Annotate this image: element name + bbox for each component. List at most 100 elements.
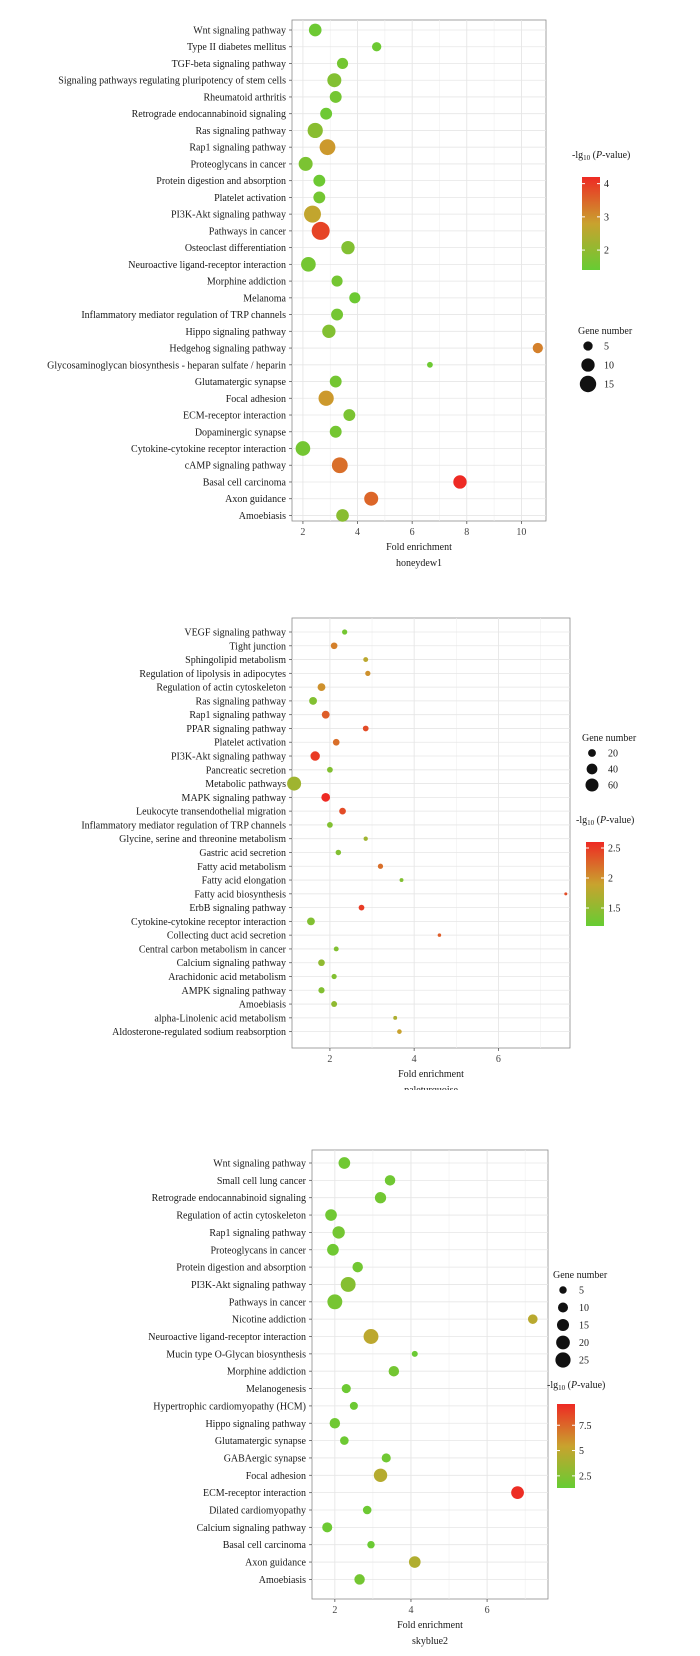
size-legend-title: Gene number bbox=[553, 1270, 608, 1281]
size-legend-label: 10 bbox=[604, 361, 614, 372]
data-point bbox=[304, 205, 321, 223]
category-label: Fatty acid elongation bbox=[202, 876, 286, 887]
data-point bbox=[335, 849, 342, 856]
data-point bbox=[295, 441, 311, 456]
data-point bbox=[367, 1540, 375, 1549]
category-label: Focal adhesion bbox=[226, 394, 286, 405]
category-label: TGF-beta signaling pathway bbox=[172, 59, 286, 70]
category-label: Calcium signaling pathway bbox=[177, 958, 286, 969]
data-point bbox=[399, 878, 404, 882]
color-legend-label: 7.5 bbox=[579, 1421, 592, 1432]
size-legend-key bbox=[585, 778, 599, 792]
color-legend-title: -lg10 (P-value) bbox=[547, 1380, 605, 1392]
category-label: Signaling pathways regulating pluripoten… bbox=[58, 76, 286, 87]
color-legend-label: 2.5 bbox=[579, 1471, 592, 1482]
data-point bbox=[511, 1486, 524, 1500]
data-point bbox=[327, 766, 333, 773]
data-point bbox=[384, 1175, 396, 1186]
category-label: Dilated cardiomyopathy bbox=[209, 1506, 306, 1517]
category-label: Inflammatory mediator regulation of TRP … bbox=[81, 820, 286, 831]
category-label: Hypertrophic cardiomyopathy (HCM) bbox=[153, 1401, 306, 1412]
chart-paleturquoise: VEGF signaling pathway Tight junction Sphi… bbox=[81, 617, 637, 1090]
category-label: Gastric acid secretion bbox=[199, 848, 286, 859]
color-legend: -lg10 (P-value) 2.5 5 7.5 bbox=[547, 1380, 605, 1488]
data-point bbox=[331, 308, 344, 321]
category-label: Rheumatoid arthritis bbox=[204, 92, 287, 103]
plot-area bbox=[291, 617, 571, 1049]
data-point bbox=[532, 342, 543, 354]
category-label: Ras signaling pathway bbox=[195, 126, 286, 137]
data-point bbox=[311, 221, 330, 240]
plot-area bbox=[311, 1149, 549, 1600]
color-legend-label: 2 bbox=[604, 246, 609, 257]
x-axis-title: Fold enrichment bbox=[398, 1069, 464, 1080]
size-legend: Gene number 5 10 15 20 25 bbox=[553, 1270, 608, 1368]
data-point bbox=[354, 1574, 365, 1585]
data-point bbox=[317, 683, 326, 692]
category-label: PI3K-Akt signaling pathway bbox=[171, 752, 286, 763]
size-legend-title: Gene number bbox=[582, 733, 637, 744]
data-point bbox=[349, 1401, 358, 1410]
x-tick-label: 4 bbox=[412, 1054, 417, 1065]
category-label: Cytokine-cytokine receptor interaction bbox=[131, 917, 286, 928]
category-label: Pathways in cancer bbox=[209, 226, 287, 237]
data-point bbox=[330, 642, 338, 650]
data-point bbox=[427, 361, 433, 368]
category-label: Amoebiasis bbox=[239, 1000, 286, 1011]
category-label: Amoebiasis bbox=[239, 511, 286, 522]
module-name: paleturquoise bbox=[404, 1085, 458, 1090]
size-legend-label: 20 bbox=[608, 749, 618, 760]
data-point bbox=[343, 409, 356, 421]
category-label: Osteoclast differentiation bbox=[185, 243, 286, 254]
data-point bbox=[331, 457, 348, 474]
size-legend-label: 15 bbox=[604, 380, 614, 391]
data-point bbox=[339, 807, 346, 815]
category-label: ECM-receptor interaction bbox=[203, 1488, 306, 1499]
size-legend-key bbox=[555, 1352, 571, 1368]
data-point bbox=[340, 1436, 349, 1445]
data-point bbox=[331, 1001, 338, 1008]
data-point bbox=[374, 1192, 387, 1204]
data-point bbox=[365, 670, 371, 676]
data-point bbox=[362, 725, 369, 732]
x-tick-label: 4 bbox=[355, 527, 360, 538]
chart-honeydew1: Wnt signaling pathway Type II diabetes me… bbox=[47, 19, 633, 569]
data-point bbox=[313, 191, 326, 204]
category-label: Mucin type O-Glycan biosynthesis bbox=[166, 1349, 306, 1360]
data-point bbox=[322, 1522, 333, 1533]
category-label: Pathways in cancer bbox=[229, 1297, 307, 1308]
data-point bbox=[341, 1383, 351, 1394]
data-point bbox=[329, 375, 342, 388]
data-point bbox=[332, 1226, 345, 1239]
data-point bbox=[336, 509, 349, 522]
category-label: ECM-receptor interaction bbox=[183, 411, 286, 422]
category-label: Aldosterone-regulated sodium reabsorptio… bbox=[112, 1027, 286, 1038]
category-label: Morphine addiction bbox=[207, 277, 286, 288]
category-label: Calcium signaling pathway bbox=[197, 1523, 306, 1534]
data-point bbox=[325, 1209, 337, 1221]
chart-skyblue2: Wnt signaling pathway Small cell lung can… bbox=[148, 1149, 608, 1647]
data-point bbox=[327, 73, 342, 88]
data-point bbox=[329, 91, 342, 103]
category-label: Pancreatic secretion bbox=[206, 765, 286, 776]
size-legend: Gene number 5 10 15 bbox=[578, 326, 633, 393]
data-point bbox=[388, 1365, 400, 1377]
category-label: Glutamatergic synapse bbox=[195, 377, 287, 388]
category-label: AMPK signaling pathway bbox=[182, 986, 286, 997]
category-label: Glutamatergic synapse bbox=[215, 1436, 307, 1447]
category-label: Fatty acid biosynthesis bbox=[194, 889, 286, 900]
x-tick-label: 10 bbox=[516, 527, 526, 538]
data-point bbox=[411, 1350, 418, 1357]
data-point bbox=[331, 275, 343, 287]
data-point bbox=[327, 1243, 339, 1256]
data-point bbox=[336, 57, 349, 70]
category-label: Morphine addiction bbox=[227, 1367, 306, 1378]
color-legend-title: -lg10 (P-value) bbox=[572, 150, 630, 162]
category-label: Proteoglycans in cancer bbox=[210, 1245, 306, 1256]
category-label: cAMP signaling pathway bbox=[185, 461, 286, 472]
category-label: Melanogenesis bbox=[246, 1384, 306, 1395]
x-tick-label: 8 bbox=[464, 527, 469, 538]
data-point bbox=[321, 710, 330, 719]
data-point bbox=[298, 156, 313, 171]
data-point bbox=[310, 751, 320, 761]
